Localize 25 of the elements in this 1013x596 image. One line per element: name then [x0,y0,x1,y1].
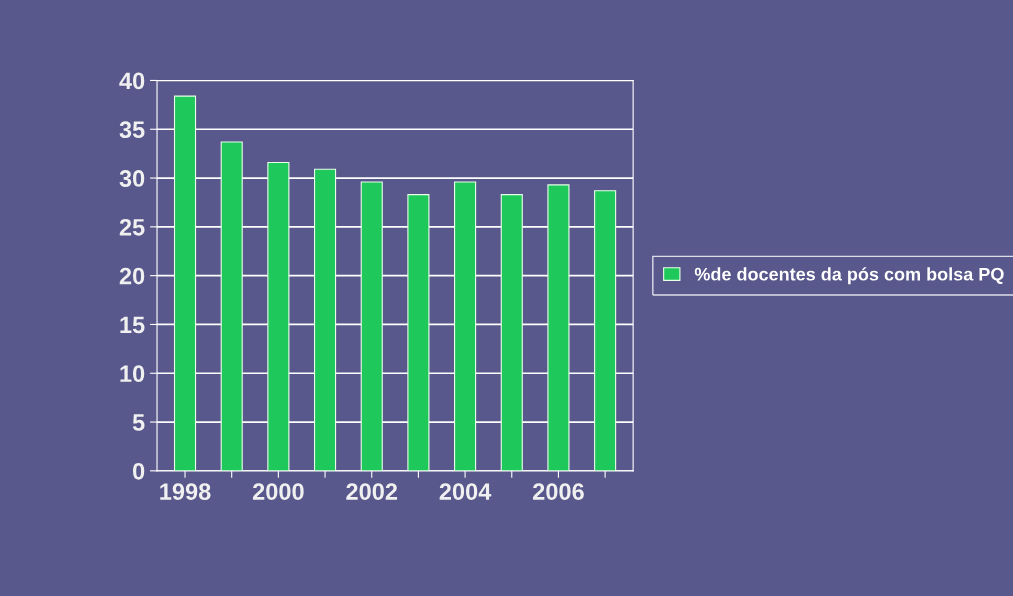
x-tick-label: 2000 [252,483,304,500]
x-tick-label: 2006 [533,483,584,500]
y-tick-label: 40 [119,72,145,90]
y-tick-label: 10 [120,365,145,383]
bar [220,141,243,471]
y-tick-label: 25 [119,218,145,236]
y-tick-label: 35 [119,121,145,139]
bar [360,181,383,471]
bar [313,168,337,471]
bar [173,95,197,471]
y-tick-label: 20 [119,267,145,285]
bar [547,184,570,471]
legend-label: %de docentes da pós com bolsa PQ [694,267,1004,285]
y-tick-label: 0 [133,462,145,480]
y-tick-label: 15 [120,316,145,334]
y-tick-label: 30 [119,170,145,187]
y-tick-label: 5 [132,414,145,431]
bar [407,194,430,471]
x-tick-label: 2002 [346,483,398,500]
bar [594,190,617,471]
bar [267,161,290,471]
bar [454,181,477,471]
x-tick-label: 2004 [439,483,492,500]
bar [500,194,523,471]
x-tick-label: 1998 [160,483,211,500]
